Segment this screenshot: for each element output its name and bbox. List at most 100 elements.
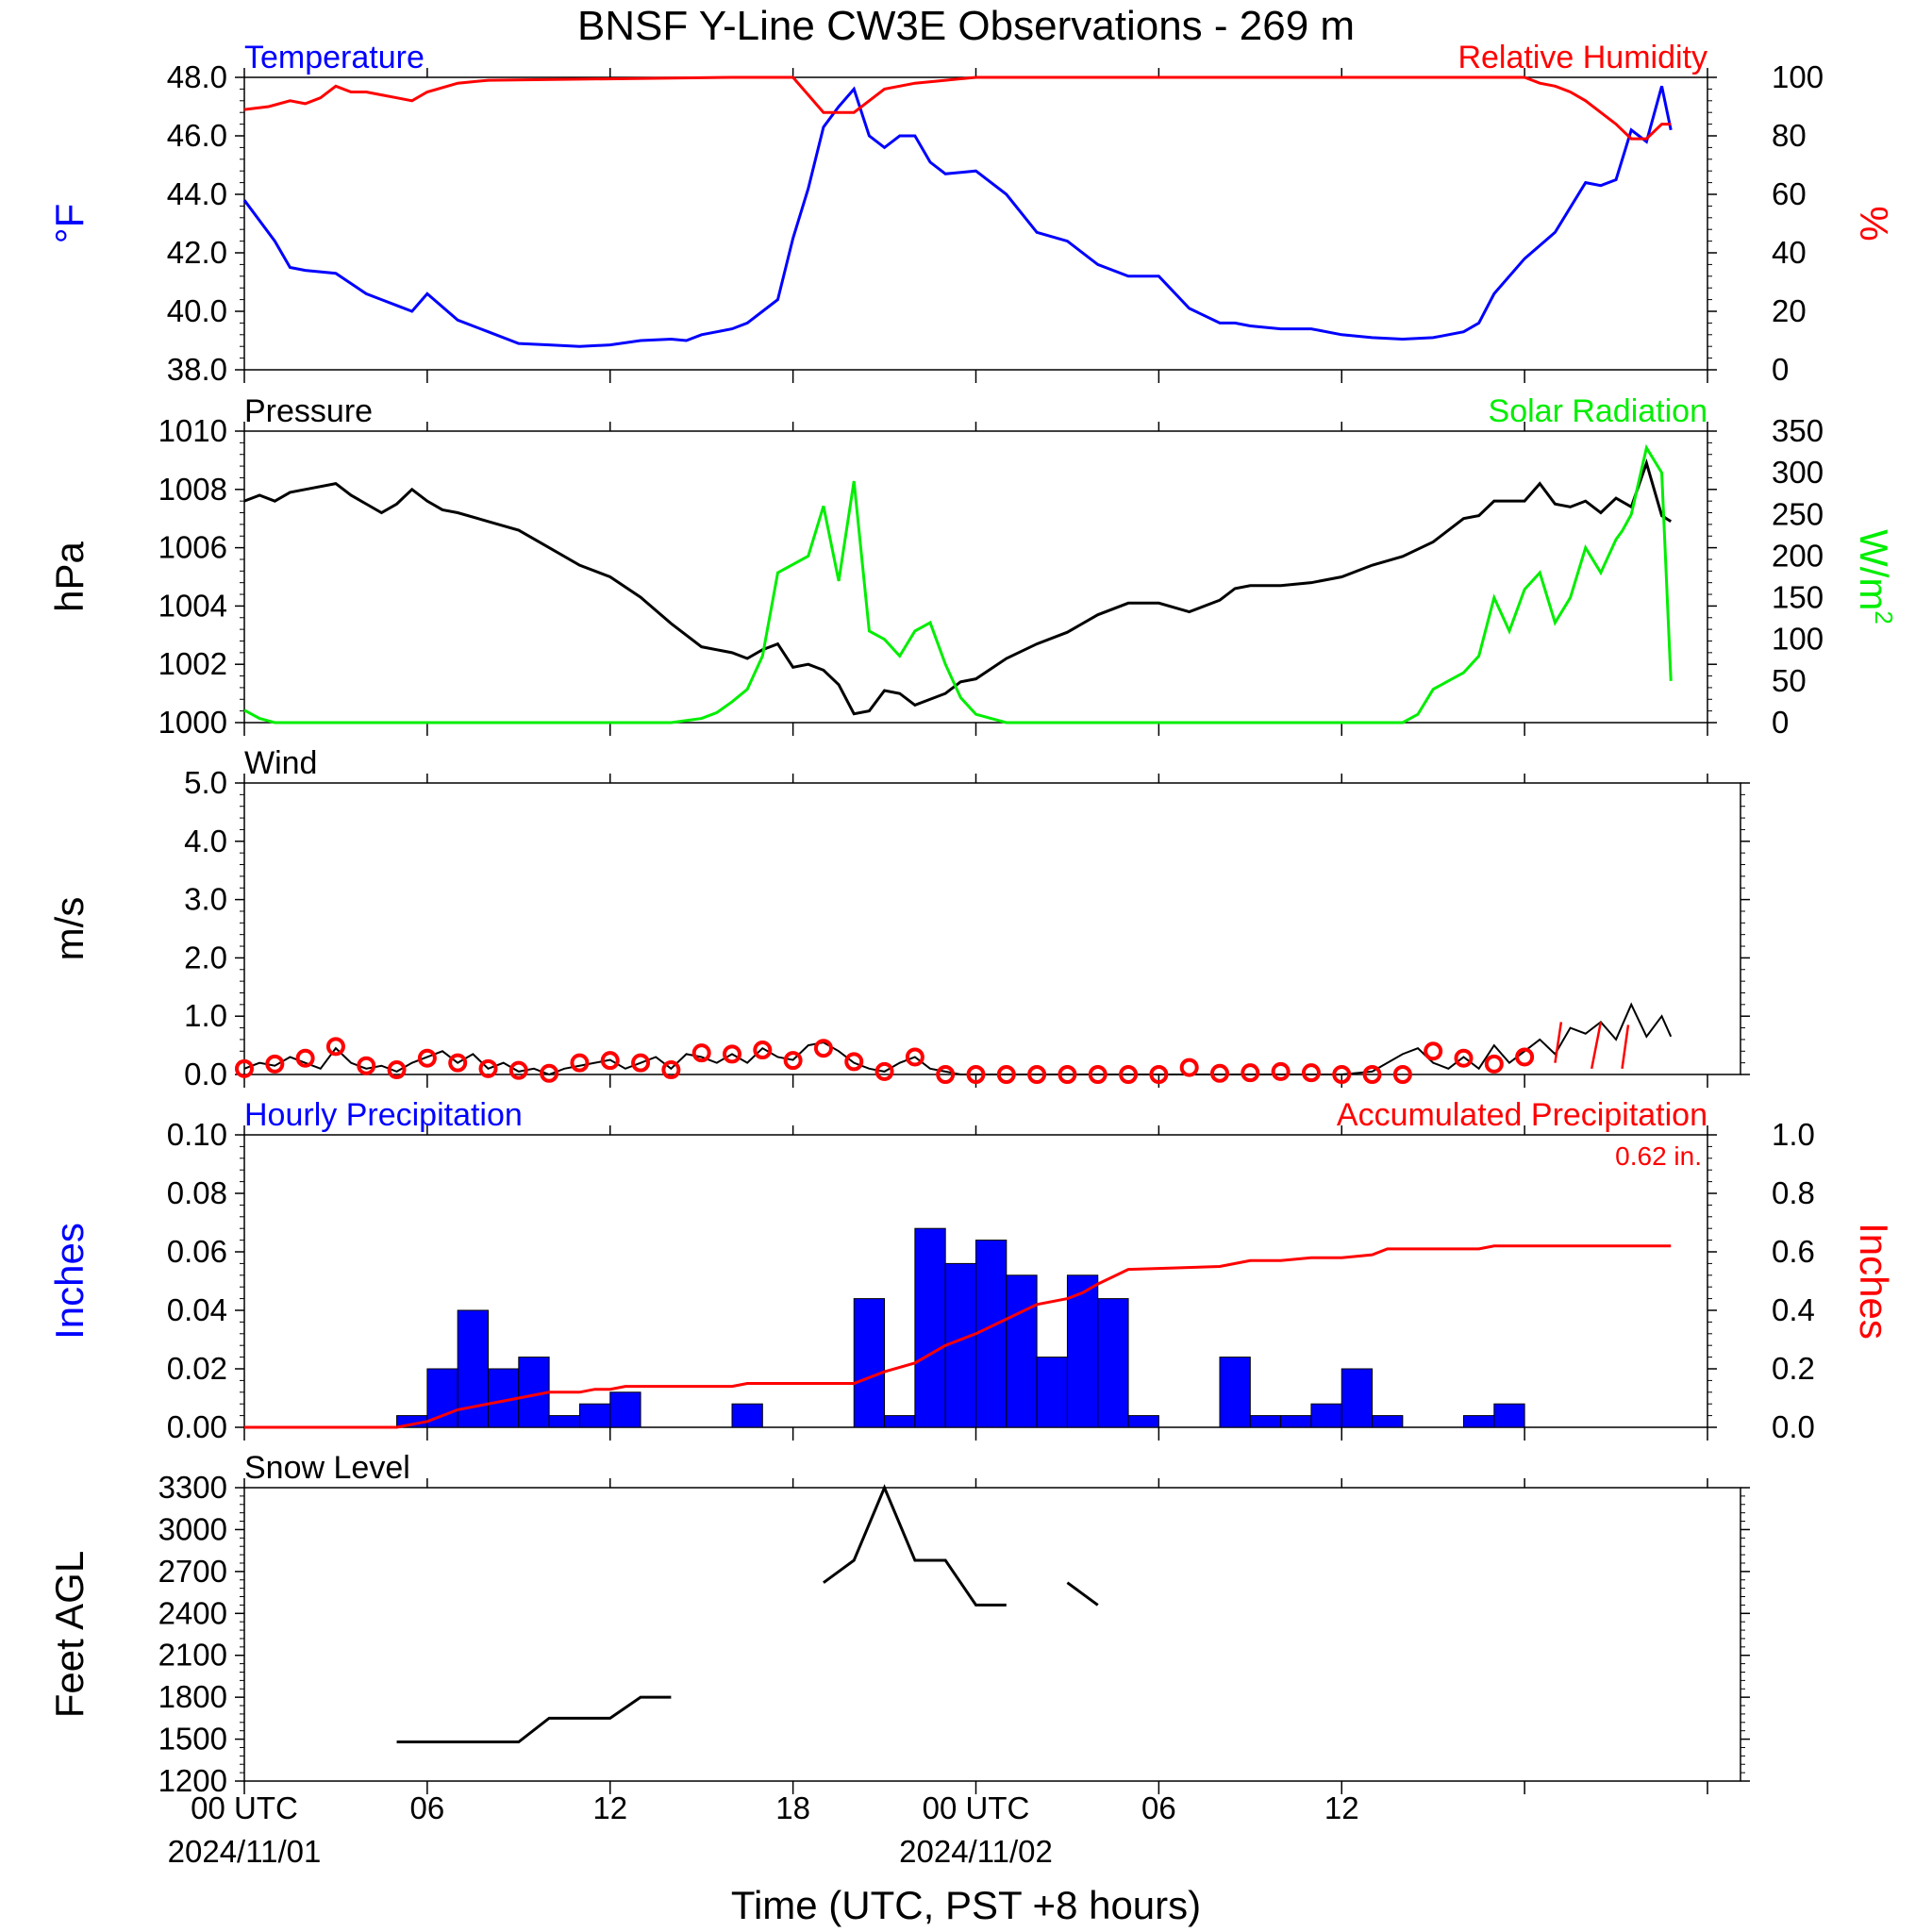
y-axis-title-right: Inches (1852, 1223, 1896, 1340)
y-axis-title-left: Inches (47, 1223, 92, 1340)
y-tick-label-left: 1004 (158, 588, 227, 623)
wind-sample-marker (691, 1043, 711, 1063)
series-line (243, 1002, 1673, 1076)
y-tick-label-left: 1008 (158, 472, 227, 507)
y-tick-label-left: 0.02 (167, 1351, 227, 1386)
precip-bar (944, 1262, 976, 1428)
wind-sample-marker (996, 1065, 1016, 1084)
y-tick-label-right: 100 (1772, 59, 1824, 94)
y-tick-label-left: 1200 (158, 1763, 227, 1798)
precip-bar (1310, 1403, 1342, 1428)
series-wind (243, 1002, 1673, 1076)
panel-left-label: Temperature (244, 40, 425, 75)
x-tick-label: 12 (592, 1790, 627, 1825)
x-axis-title: Time (UTC, PST +8 hours) (731, 1883, 1201, 1927)
wind-sample-marker (753, 1041, 773, 1060)
snow-level-segment (396, 1695, 672, 1744)
wind-sample-marker (570, 1053, 590, 1073)
wind-sample-marker (1301, 1063, 1321, 1083)
y-tick-label-left: 42.0 (167, 235, 227, 270)
wind-sample-marker (1484, 1054, 1504, 1074)
y-tick-label-left: 1000 (158, 705, 227, 740)
y-tick-label-left: 44.0 (167, 176, 227, 211)
wind-gust-stroke (1590, 1022, 1603, 1070)
y-axis-title-right: % (1852, 206, 1896, 241)
y-tick-label-right: 150 (1772, 580, 1824, 615)
snow-level-segment (1066, 1581, 1099, 1607)
panel-wind: 0.0 1.0 2.0 3.0 4.0 5.0 Wind m/s (47, 745, 1750, 1091)
precip-bar (1127, 1415, 1159, 1428)
panel-right-label: Relative Humidity (1457, 40, 1707, 75)
y-axis-title-left: m/s (47, 897, 92, 961)
panel-left-label: Snow Level (244, 1450, 410, 1486)
panel-left-label: Hourly Precipitation (244, 1097, 523, 1133)
y-tick-label-left: 1002 (158, 646, 227, 681)
panel-right-label: Accumulated Precipitation (1337, 1097, 1707, 1133)
panel-snow_level: 1200 1500 1800 2100 2400 2700 3000 3300 Snow Lev… (47, 1450, 1750, 1798)
y-tick-label-left: 3.0 (184, 882, 227, 917)
precip-bar (1280, 1415, 1312, 1428)
chart-panels: 38.040.042.044.046.048.0020406080100Temp… (47, 40, 1898, 1798)
y-tick-label-right: 1.0 (1772, 1117, 1815, 1152)
wind-sample-marker (1454, 1048, 1474, 1068)
y-tick-label-left: 1.0 (184, 998, 227, 1033)
wind-sample-marker (1271, 1061, 1291, 1081)
wind-sample-marker (1210, 1063, 1229, 1083)
panel-left-label: Wind (244, 745, 317, 781)
y-tick-label-left: 1010 (158, 413, 227, 448)
x-tick-label: 00 UTC (923, 1790, 1030, 1825)
wind-gust-stroke (1554, 1022, 1563, 1063)
y-tick-label-right: 0.2 (1772, 1351, 1815, 1386)
wind-sample-marker (844, 1052, 864, 1072)
y-tick-label-right: 0 (1772, 352, 1789, 387)
y-tick-label-left: 3300 (158, 1470, 227, 1505)
series-solar-radiation (243, 443, 1673, 724)
wind-sample-marker (1058, 1065, 1077, 1084)
y-tick-label-right: 100 (1772, 622, 1824, 657)
y-tick-label-right: 0.0 (1772, 1409, 1815, 1444)
y-tick-label-left: 38.0 (167, 352, 227, 387)
y-axis-title-left: °F (47, 204, 92, 243)
y-tick-label-left: 2.0 (184, 940, 227, 974)
y-tick-label-right: 20 (1772, 293, 1807, 328)
y-axis-title-left: hPa (47, 541, 92, 611)
precip-bar (914, 1227, 946, 1428)
y-tick-label-right: 40 (1772, 235, 1807, 270)
series-line (243, 458, 1673, 716)
precip-bar (731, 1403, 763, 1428)
wind-sample-marker (1424, 1041, 1443, 1061)
chart-title: BNSF Y-Line CW3E Observations - 269 m (577, 3, 1355, 49)
wind-sample-marker (1088, 1065, 1108, 1084)
y-tick-label-left: 0.06 (167, 1234, 227, 1269)
wind-sample-marker (265, 1054, 285, 1074)
wind-sample-marker (905, 1047, 924, 1067)
y-tick-label-left: 0.0 (184, 1057, 227, 1091)
y-axis-title-right-sup: 2 (1870, 610, 1898, 624)
precip-bar (853, 1298, 886, 1428)
y-tick-label-left: 1800 (158, 1679, 227, 1714)
wind-sample-marker (966, 1065, 986, 1084)
series-line (243, 75, 1672, 141)
precip-bar (1219, 1357, 1251, 1428)
wind-sample-marker (783, 1051, 803, 1071)
x-tick-label: 06 (1141, 1790, 1176, 1825)
series-wind-samples (235, 1022, 1630, 1084)
accumulated-total-label: 0.62 in. (1615, 1141, 1702, 1171)
series-snow-level (396, 1484, 1099, 1744)
x-tick-label: 18 (775, 1790, 810, 1825)
wind-sample-marker (1119, 1065, 1139, 1084)
wind-sample-marker (387, 1060, 407, 1080)
panel-pressure_solar: 1000 1002 1004 1006 1008 1010 0 50 100 150 200 250 3… (47, 393, 1898, 740)
precip-bar (578, 1403, 611, 1428)
precip-bar (1006, 1274, 1038, 1428)
wind-sample-marker (723, 1044, 741, 1064)
precip-bar (1249, 1415, 1282, 1428)
precip-bar (1036, 1357, 1068, 1428)
y-tick-label-left: 0.00 (167, 1409, 227, 1444)
wind-sample-marker (1179, 1058, 1199, 1077)
wind-sample-marker (1027, 1065, 1047, 1084)
y-tick-label-left: 46.0 (167, 118, 227, 153)
wind-sample-marker (540, 1063, 559, 1083)
wind-sample-marker (874, 1061, 894, 1081)
